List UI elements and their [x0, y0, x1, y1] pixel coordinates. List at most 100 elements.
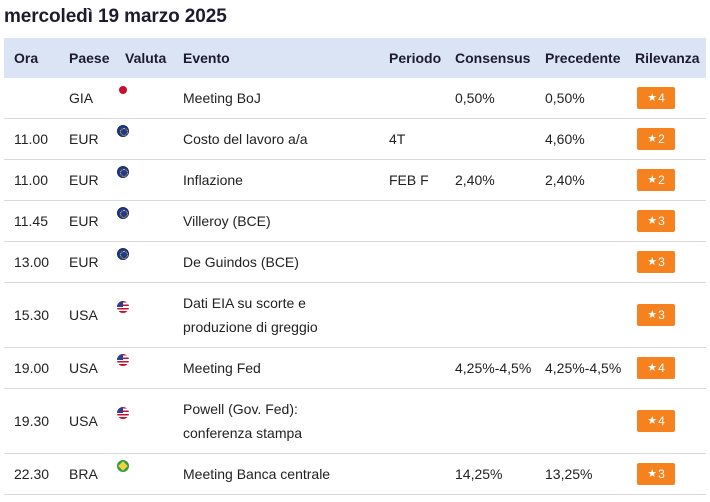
cell-rilevanza: ★ 3 — [625, 282, 706, 347]
cell-evento: Meeting Banca centrale — [183, 465, 331, 482]
cell-rilevanza: ★ 2 — [625, 118, 706, 159]
table-row[interactable]: 13.00 EUR De Guindos (BCE) ★ 3 — [4, 241, 706, 282]
cell-periodo — [379, 78, 445, 118]
relevance-badge: ★ 4 — [637, 409, 675, 432]
cell-valuta — [115, 388, 173, 453]
cell-ora: 13.00 — [14, 253, 50, 270]
cell-evento: De Guindos (BCE) — [183, 253, 299, 270]
cell-ora: 11.00 — [14, 171, 48, 188]
cell-valuta — [115, 159, 173, 200]
cell-precedente — [535, 388, 625, 453]
cell-rilevanza: ★ 3 — [625, 241, 706, 282]
cell-ora: 19.30 — [14, 412, 50, 429]
header-rilevanza[interactable]: Rilevanza — [635, 50, 700, 66]
cell-periodo — [379, 200, 445, 241]
relevance-badge: ★ 3 — [637, 303, 675, 326]
relevance-badge: ★ 2 — [637, 127, 675, 150]
cell-ora: 15.30 — [14, 306, 50, 323]
relevance-value: 2 — [658, 172, 665, 187]
cell-precedente: 2,40% — [545, 171, 585, 188]
cell-consensus: 2,40% — [455, 171, 495, 188]
cell-rilevanza: ★ 2 — [625, 159, 706, 200]
star-icon: ★ — [647, 133, 658, 145]
cell-paese: USA — [69, 412, 98, 429]
cell-periodo — [379, 453, 445, 494]
cell-consensus — [445, 241, 535, 282]
relevance-value: 3 — [658, 213, 665, 228]
cell-ora: 19.00 — [14, 359, 50, 376]
relevance-value: 2 — [658, 131, 665, 146]
eu-flag-icon — [117, 124, 129, 137]
header-evento[interactable]: Evento — [183, 50, 230, 66]
cell-evento: Villeroy (BCE) — [183, 212, 271, 229]
cell-ora: 22.30 — [14, 465, 50, 482]
cell-evento: Inflazione — [183, 171, 243, 188]
star-icon: ★ — [647, 215, 658, 227]
cell-evento: Costo del lavoro a/a — [183, 130, 308, 147]
relevance-badge: ★ 2 — [637, 168, 675, 191]
cell-paese: EUR — [69, 253, 99, 270]
table-row[interactable]: 19.00 USA Meeting Fed 4,25%-4,5% 4,25%-4,5% ★… — [4, 347, 706, 388]
cell-precedente: 13,25% — [545, 465, 593, 482]
star-icon: ★ — [647, 468, 658, 480]
cell-paese: EUR — [69, 171, 99, 188]
us-flag-icon — [117, 300, 129, 313]
eu-flag-icon — [117, 165, 129, 178]
table-row[interactable]: 15.30 USA Dati EIA su scorte e produzione … — [4, 282, 706, 347]
cell-valuta — [115, 453, 173, 494]
header-ora[interactable]: Ora — [14, 50, 39, 66]
cell-periodo — [379, 282, 445, 347]
cell-valuta — [115, 282, 173, 347]
cell-consensus: 0,50% — [455, 89, 495, 106]
cell-consensus — [445, 282, 535, 347]
cell-paese: EUR — [69, 212, 99, 229]
cell-periodo — [379, 241, 445, 282]
cell-ora: 11.00 — [14, 130, 48, 147]
cell-periodo — [379, 388, 445, 453]
star-icon: ★ — [647, 256, 658, 268]
cell-evento: Meeting Fed — [183, 359, 261, 376]
relevance-badge: ★ 3 — [637, 462, 675, 485]
cell-paese: EUR — [69, 130, 99, 147]
cell-evento: Dati EIA su scorte e produzione di gregg… — [183, 294, 318, 335]
table-row[interactable]: 11.00 EUR Costo del lavoro a/a 4T 4,60% ★ 2 — [4, 118, 706, 159]
cell-consensus — [445, 388, 535, 453]
table-row[interactable]: 11.45 EUR Villeroy (BCE) ★ 3 — [4, 200, 706, 241]
cell-valuta — [115, 78, 173, 118]
relevance-badge: ★ 4 — [637, 356, 675, 379]
cell-evento: Powell (Gov. Fed): conferenza stampa — [183, 400, 303, 441]
us-flag-icon — [117, 353, 129, 366]
header-valuta[interactable]: Valuta — [125, 50, 167, 66]
cell-periodo: FEB F — [389, 171, 429, 188]
cell-paese: USA — [69, 359, 98, 376]
cell-rilevanza: ★ 4 — [625, 78, 706, 118]
table-row[interactable]: 22.30 BRA Meeting Banca centrale 14,25% 13,2… — [4, 453, 706, 494]
table-row[interactable]: 11.00 EUR Inflazione FEB F 2,40% 2,40% ★ 2 — [4, 159, 706, 200]
cell-valuta — [115, 118, 173, 159]
table-header-row: Ora Paese Valuta Evento Periodo Consensu… — [4, 38, 706, 78]
header-periodo[interactable]: Periodo — [389, 50, 442, 66]
cell-precedente: 0,50% — [545, 89, 585, 106]
cell-consensus — [445, 200, 535, 241]
jp-flag-icon — [117, 83, 129, 96]
cell-rilevanza: ★ 4 — [625, 347, 706, 388]
cell-valuta — [115, 200, 173, 241]
cell-consensus — [445, 118, 535, 159]
star-icon: ★ — [647, 309, 658, 321]
economic-calendar-table: Ora Paese Valuta Evento Periodo Consensu… — [4, 38, 706, 495]
cell-paese: USA — [69, 306, 98, 323]
header-precedente[interactable]: Precedente — [545, 50, 621, 66]
cell-precedente — [535, 200, 625, 241]
cell-rilevanza: ★ 3 — [625, 453, 706, 494]
table-row[interactable]: 19.30 USA Powell (Gov. Fed): conferenza st… — [4, 388, 706, 453]
br-flag-icon — [117, 459, 129, 472]
table-row[interactable]: GIA Meeting BoJ 0,50% 0,50% ★ 4 — [4, 78, 706, 118]
cell-periodo — [379, 347, 445, 388]
cell-valuta — [115, 347, 173, 388]
header-paese[interactable]: Paese — [69, 50, 110, 66]
cell-valuta — [115, 241, 173, 282]
star-icon: ★ — [647, 362, 658, 374]
header-consensus[interactable]: Consensus — [455, 50, 531, 66]
relevance-badge: ★ 3 — [637, 250, 675, 273]
relevance-badge: ★ 3 — [637, 209, 675, 232]
